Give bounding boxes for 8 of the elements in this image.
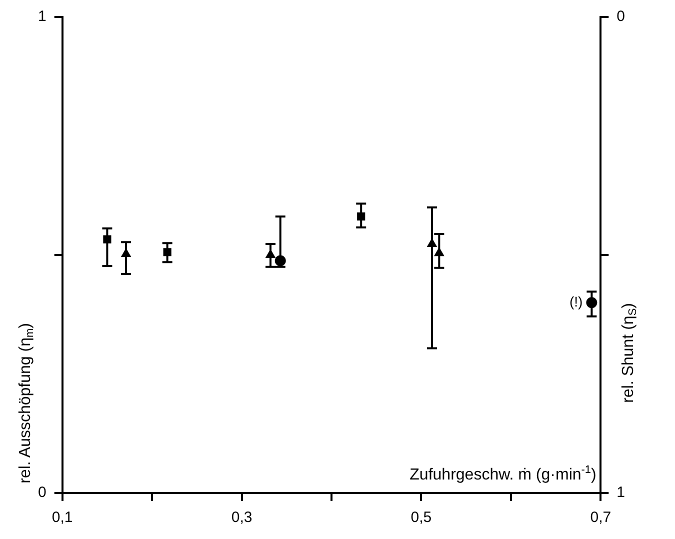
y2-tick-label: 1 bbox=[616, 484, 625, 502]
x-axis-title: Zufuhrgeschw. ṁ (g·min$^{-1}$) bbox=[410, 464, 596, 484]
x-tick-label: 0,1 bbox=[52, 509, 73, 526]
x-tick-label: 0,3 bbox=[231, 509, 252, 526]
x-tick-label: 0,7 bbox=[590, 509, 612, 526]
x-tick-label: 0,5 bbox=[410, 509, 432, 526]
annotation: (!) bbox=[569, 293, 583, 310]
y2-tick-label: 0 bbox=[616, 8, 625, 26]
